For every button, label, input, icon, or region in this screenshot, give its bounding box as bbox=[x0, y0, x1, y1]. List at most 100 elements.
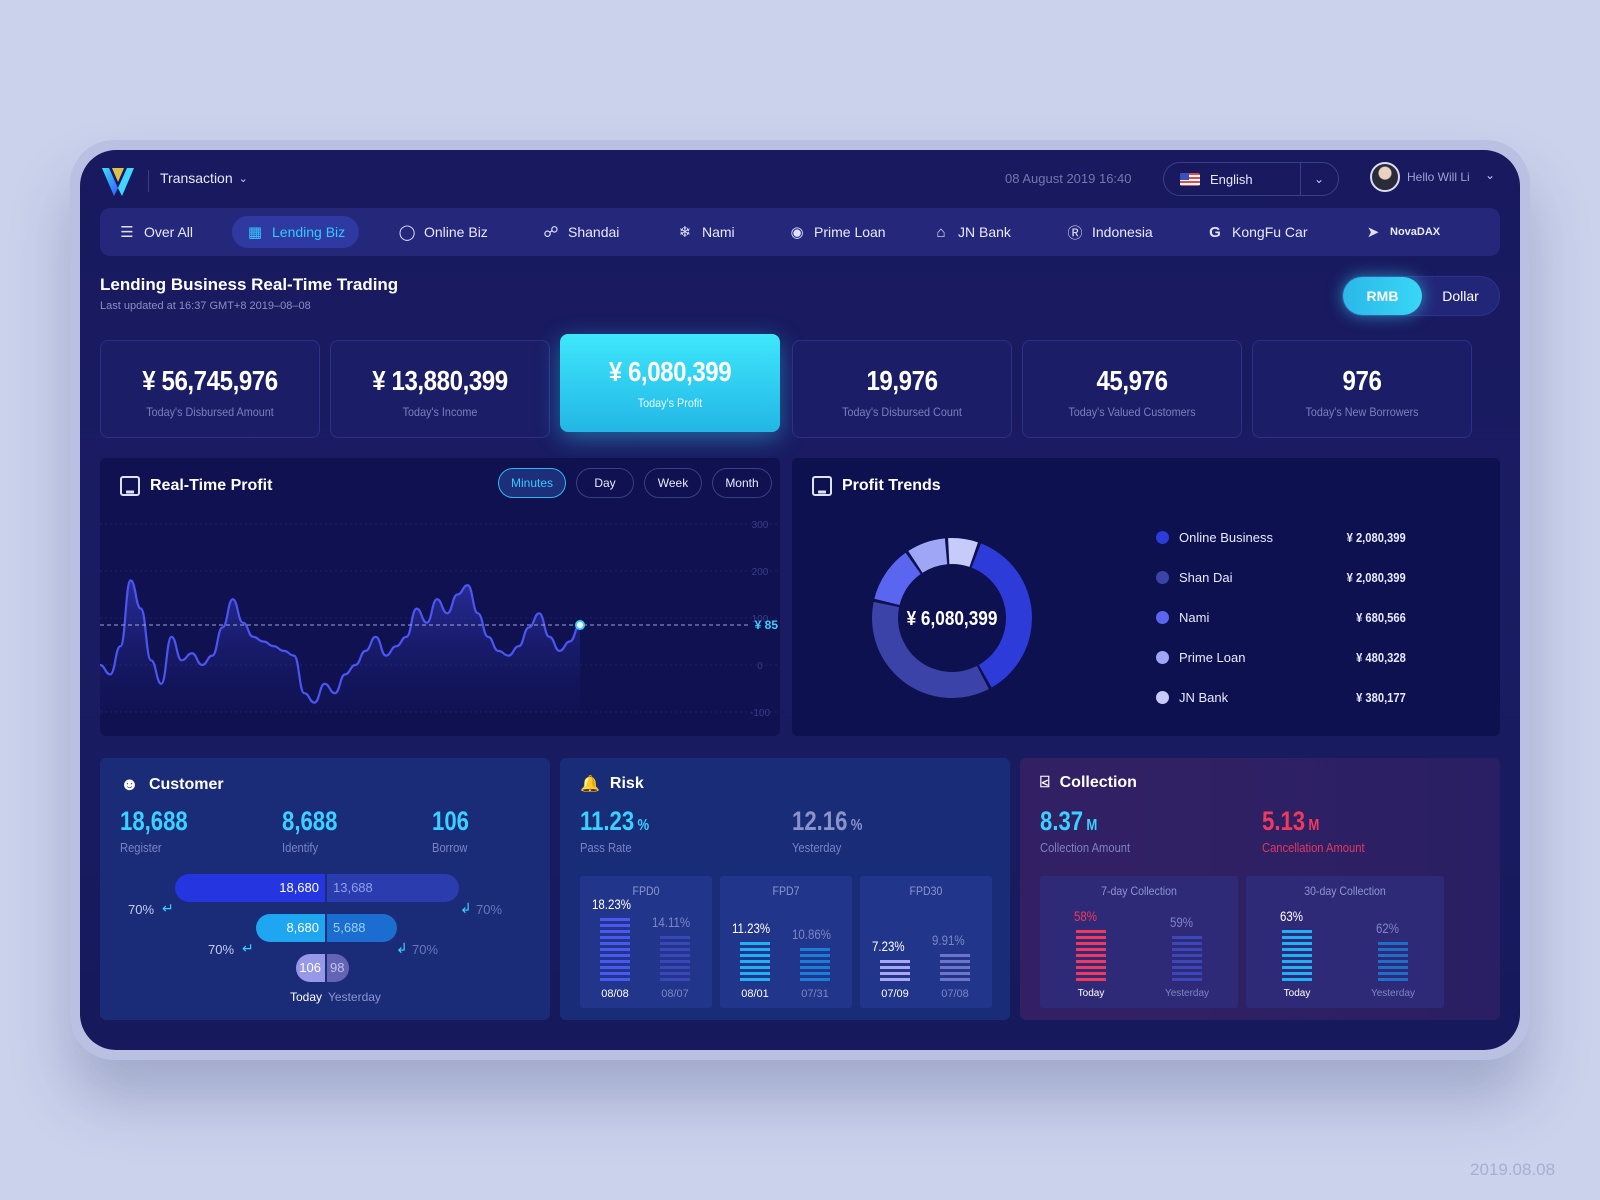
us-flag-icon bbox=[1180, 172, 1200, 186]
app-logo-icon[interactable] bbox=[100, 164, 136, 198]
currency-dollar-button[interactable]: Dollar bbox=[1442, 288, 1479, 304]
legend-name: Online Business bbox=[1179, 529, 1273, 545]
y-tick-label: 0 bbox=[757, 661, 763, 672]
range-month-button[interactable]: Month bbox=[712, 468, 772, 498]
kpi-value: ¥ 56,745,976 bbox=[142, 365, 278, 396]
panel-title: 🔔 Risk bbox=[580, 775, 644, 793]
cart-icon: ⍃ bbox=[1040, 774, 1050, 791]
currency-rmb-button[interactable]: RMB bbox=[1343, 277, 1422, 315]
risk-group-fpd7[interactable]: FPD7 11.23% 08/01 10.86% 07/31 bbox=[720, 876, 852, 1008]
funnel-borrow-yesterday[interactable]: 98 bbox=[327, 954, 349, 982]
divider bbox=[148, 170, 149, 192]
identify-value: 8,688 bbox=[282, 806, 338, 836]
module-selector[interactable]: Transaction ⌄ bbox=[160, 170, 248, 186]
legend-name: Prime Loan bbox=[1179, 649, 1246, 665]
legend-dot bbox=[1156, 690, 1169, 704]
identify-label: Identify bbox=[282, 840, 319, 855]
borrow-value: 106 bbox=[432, 806, 469, 836]
realtime-line-chart[interactable]: 300 200 100 0 -100 ¥ 85 bbox=[100, 508, 780, 736]
risk-date: 08/01 bbox=[741, 988, 769, 1000]
funnel-register-today[interactable]: 18,680 bbox=[175, 874, 325, 902]
collection-group-7-day[interactable]: 7-day Collection 58% Today 59% Yesterday bbox=[1040, 876, 1238, 1008]
risk-group-title: FPD7 bbox=[772, 884, 800, 898]
bar-segment bbox=[880, 978, 910, 981]
customer-panel: ☻ Customer 18,688 Register 8,688 Identif… bbox=[100, 758, 550, 1020]
nav-item-lending-biz[interactable]: ▦ Lending Biz bbox=[232, 216, 360, 248]
nav-item-shandai[interactable]: ☍ Shandai bbox=[543, 224, 620, 241]
legend-value: ¥ 680,566 bbox=[1356, 609, 1406, 625]
bar-segment bbox=[660, 936, 690, 939]
kpi-new-borrowers[interactable]: 976 Today's New Borrowers bbox=[1252, 340, 1472, 438]
risk-bar bbox=[940, 954, 970, 981]
nav-item-kongfu-car[interactable]: G KongFu Car bbox=[1192, 216, 1321, 248]
bar-segment bbox=[1172, 972, 1202, 975]
nav-item-indonesia[interactable]: Ⓡ Indonesia bbox=[1067, 224, 1153, 242]
funnel-borrow-today[interactable]: 106 bbox=[296, 954, 325, 982]
legend-item-jn-bank[interactable]: JN Bank ¥ 380,177 bbox=[1156, 687, 1406, 707]
risk-group-title: FPD30 bbox=[909, 884, 943, 898]
rate-label: 70% bbox=[208, 942, 235, 957]
bar-segment bbox=[1378, 942, 1408, 945]
bar-segment bbox=[940, 966, 970, 969]
legend-item-nami[interactable]: Nami ¥ 680,566 bbox=[1156, 607, 1406, 627]
nav-item-jn-bank[interactable]: ⌂ JN Bank bbox=[918, 216, 1025, 248]
risk-group-fpd0[interactable]: FPD0 18.23% 08/08 14.11% 08/07 bbox=[580, 876, 712, 1008]
money-hand-icon: ◯ bbox=[398, 224, 416, 241]
donut-slice-online-business[interactable] bbox=[971, 543, 1032, 688]
kpi-valued-customers[interactable]: 45,976 Today's Valued Customers bbox=[1022, 340, 1242, 438]
donut-slice-shan-dai[interactable] bbox=[872, 601, 989, 698]
bar-segment bbox=[1076, 948, 1106, 951]
bar-segment bbox=[880, 960, 910, 963]
nav-item-over-all[interactable]: ☰ Over All bbox=[104, 216, 207, 248]
legend-item-prime-loan[interactable]: Prime Loan ¥ 480,328 bbox=[1156, 647, 1406, 667]
bar-segment bbox=[1282, 954, 1312, 957]
risk-bar bbox=[600, 918, 630, 981]
chevron-down-icon[interactable]: ⌄ bbox=[1313, 172, 1325, 186]
current-point[interactable] bbox=[575, 620, 585, 631]
kpi-label: Today's Disbursed Count bbox=[842, 405, 962, 419]
legend-item-online-business[interactable]: Online Business ¥ 2,080,399 bbox=[1156, 527, 1406, 547]
legend-item-shan-dai[interactable]: Shan Dai ¥ 2,080,399 bbox=[1156, 567, 1406, 587]
range-week-button[interactable]: Week bbox=[644, 468, 702, 498]
bar-segment bbox=[1172, 960, 1202, 963]
profit-donut-chart[interactable]: ¥ 6,080,399 bbox=[852, 518, 1052, 718]
collection-group-30-day[interactable]: 30-day Collection 63% Today 62% Yesterday bbox=[1246, 876, 1444, 1008]
kpi-profit[interactable]: ¥ 6,080,399 Today's Profit bbox=[560, 334, 780, 432]
donut-slice-prime-loan[interactable] bbox=[908, 538, 948, 573]
nav-item-novadax[interactable]: ➤ NovaDAX bbox=[1350, 216, 1454, 248]
bar-segment bbox=[800, 948, 830, 951]
rate-label: 70% bbox=[412, 942, 439, 957]
bar-segment bbox=[1378, 972, 1408, 975]
funnel-identify-yesterday[interactable]: 5,688 bbox=[327, 914, 397, 942]
chevron-down-icon[interactable]: ⌄ bbox=[1485, 168, 1496, 182]
bar-segment bbox=[660, 948, 690, 951]
donut-slice-jn-bank[interactable] bbox=[948, 538, 978, 567]
kpi-label: Today's Profit bbox=[637, 396, 703, 410]
nav-item-online-biz[interactable]: ◯ Online Biz bbox=[398, 224, 488, 241]
range-day-button[interactable]: Day bbox=[576, 468, 634, 498]
bar-segment bbox=[600, 930, 630, 933]
donut-slice-nami[interactable] bbox=[874, 552, 921, 606]
bar-segment bbox=[660, 978, 690, 981]
language-select[interactable]: English ⌄ bbox=[1163, 162, 1339, 196]
kpi-disbursed-count[interactable]: 19,976 Today's Disbursed Count bbox=[792, 340, 1012, 438]
bar-segment bbox=[1378, 948, 1408, 951]
risk-group-fpd30[interactable]: FPD30 7.23% 07/09 9.91% 07/08 bbox=[860, 876, 992, 1008]
range-minutes-button[interactable]: Minutes bbox=[498, 468, 566, 498]
user-greeting[interactable]: Hello Will Li bbox=[1407, 170, 1470, 184]
rate-label: 70% bbox=[128, 902, 155, 917]
funnel-identify-today[interactable]: 8,680 bbox=[256, 914, 325, 942]
coin-stack-icon: ◉ bbox=[790, 224, 804, 241]
risk-group-title: FPD0 bbox=[632, 884, 660, 898]
nav-item-prime-loan[interactable]: ◉ Prime Loan bbox=[774, 216, 900, 248]
kpi-disbursed-amount[interactable]: ¥ 56,745,976 Today's Disbursed Amount bbox=[100, 340, 320, 438]
kpi-income[interactable]: ¥ 13,880,399 Today's Income bbox=[330, 340, 550, 438]
bar-segment bbox=[940, 972, 970, 975]
bar-segment bbox=[1282, 978, 1312, 981]
bar-segment bbox=[740, 948, 770, 951]
bar-segment bbox=[600, 936, 630, 939]
avatar[interactable] bbox=[1370, 162, 1400, 192]
bar-segment bbox=[600, 972, 630, 975]
nav-item-nami[interactable]: ❄ Nami bbox=[662, 216, 749, 248]
funnel-register-yesterday[interactable]: 13,688 bbox=[327, 874, 459, 902]
